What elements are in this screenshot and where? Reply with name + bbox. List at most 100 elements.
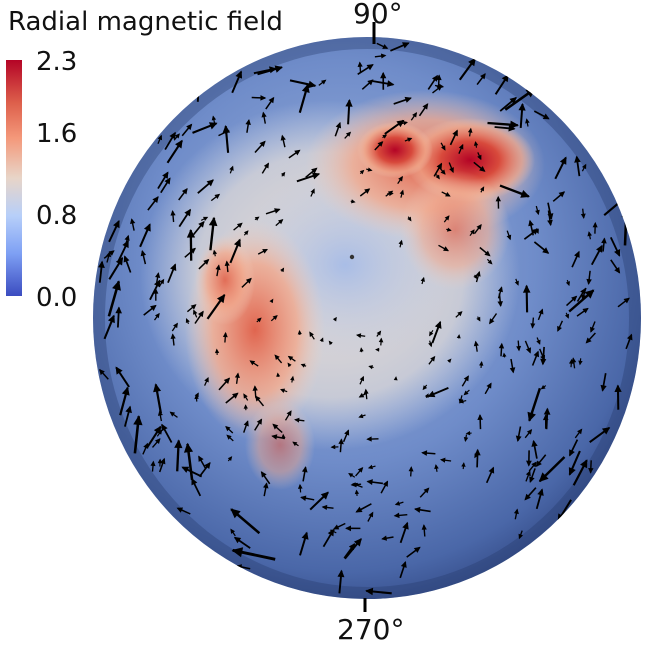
field-arrow-head: [310, 188, 315, 194]
field-arrow-head: [382, 134, 388, 139]
field-arrow-head: [123, 255, 130, 263]
field-arrow-head: [358, 413, 364, 419]
field-arrow-head: [452, 129, 458, 137]
field-arrow-head: [403, 121, 408, 126]
field-arrow-head: [153, 383, 162, 393]
field-arrow-head: [269, 66, 277, 74]
field-arrow-head: [190, 304, 197, 310]
field-arrow-head: [157, 429, 163, 435]
field-arrow-head: [531, 228, 539, 235]
field-arrow-head: [436, 74, 442, 81]
field-arrow-head: [222, 331, 228, 338]
field-arrow-head: [366, 436, 372, 442]
field-arrow-head: [208, 216, 218, 227]
field-arrow-head: [154, 312, 160, 319]
field-arrow-head: [297, 329, 302, 335]
field-arrow-head: [170, 263, 177, 271]
field-arrow-head: [533, 350, 540, 358]
field-arrow-head: [108, 250, 115, 256]
field-arrow-head: [473, 274, 478, 280]
field-arrow-head: [525, 118, 530, 124]
field-arrow-head: [407, 216, 412, 222]
field-arrow-head: [547, 219, 553, 227]
field-vector-arrows: [98, 42, 633, 596]
field-arrow-head: [233, 238, 241, 248]
field-arrow-head: [526, 428, 533, 435]
field-arrow-head: [473, 141, 479, 146]
field-arrow-head: [368, 365, 373, 370]
field-arrow-head: [357, 61, 363, 67]
field-arrow-head: [254, 216, 260, 221]
field-arrow-head: [157, 458, 163, 464]
field-arrow-head: [571, 357, 577, 363]
field-arrow-head: [185, 318, 190, 323]
field-arrow-head: [501, 74, 509, 83]
field-arrow-head: [235, 564, 243, 570]
field-arrow-head: [308, 80, 317, 89]
field-arrow-head: [614, 384, 622, 393]
field-arrow-head: [150, 460, 156, 467]
colorbar-tick-max: 2.3: [36, 47, 78, 77]
field-arrow-head: [358, 392, 365, 398]
field-arrow-head: [368, 511, 374, 518]
field-arrow-head: [495, 195, 502, 202]
field-arrow-head: [422, 385, 428, 391]
field-arrow-head: [535, 460, 542, 467]
field-arrow-head: [280, 134, 286, 141]
field-arrow-head: [338, 438, 344, 445]
field-arrow-head: [319, 337, 324, 342]
field-arrow-head: [159, 278, 165, 285]
field-arrow-head: [301, 531, 309, 540]
field-arrow-head: [367, 79, 374, 86]
field-arrow-head: [565, 281, 570, 287]
field-arrow-head: [155, 272, 161, 278]
field-arrow-head: [399, 189, 405, 195]
field-arrow-head: [421, 450, 428, 456]
field-arrow-head: [332, 316, 337, 322]
pole-marker: [349, 254, 355, 260]
field-arrow-head: [359, 347, 364, 352]
field-arrow-head: [586, 278, 592, 285]
field-arrow-head: [214, 193, 221, 200]
field-arrow-head: [516, 345, 522, 352]
field-arrow-head: [538, 308, 544, 315]
field-arrow-head: [479, 360, 484, 366]
field-arrow-head: [623, 297, 630, 304]
field-arrow-head: [229, 165, 234, 171]
field-arrow-head: [256, 317, 262, 323]
field-arrow-head: [274, 208, 281, 214]
field-arrow-head: [542, 247, 550, 254]
field-arrow-head: [235, 70, 243, 79]
field-arrow-head: [243, 404, 248, 409]
field-arrow-head: [186, 123, 193, 131]
field-arrow-head: [568, 358, 574, 364]
field-arrow-head: [449, 167, 454, 174]
field-arrow-head: [393, 512, 400, 519]
field-arrow-head: [536, 339, 541, 345]
field-arrow-head: [557, 513, 565, 522]
field-arrow-head: [271, 434, 278, 440]
field-arrow-head: [301, 466, 308, 473]
field-arrow-head: [578, 360, 583, 366]
field-arrow-head: [584, 289, 595, 299]
field-arrow-head: [487, 259, 493, 265]
field-arrow-head: [502, 352, 507, 358]
field-arrow-head: [272, 423, 279, 430]
field-arrow-head: [458, 398, 464, 404]
field-arrow-head: [311, 172, 321, 180]
field-arrow-head: [497, 286, 503, 293]
field-arrow-head: [382, 44, 389, 49]
field-arrow-head: [154, 438, 161, 444]
field-arrow-head: [444, 215, 450, 221]
field-arrow-head: [518, 102, 526, 111]
field-arrow-head: [393, 376, 398, 381]
field-arrow-head: [477, 414, 484, 421]
field-arrow-head: [321, 504, 328, 511]
field-arrow-head: [474, 448, 481, 456]
field-arrow-head: [169, 131, 176, 140]
field-arrow-head: [580, 213, 586, 219]
field-arrow-head: [526, 460, 532, 467]
field-arrow-head: [193, 309, 198, 315]
field-arrow-head: [203, 216, 209, 222]
field-arrow-head: [348, 472, 354, 478]
